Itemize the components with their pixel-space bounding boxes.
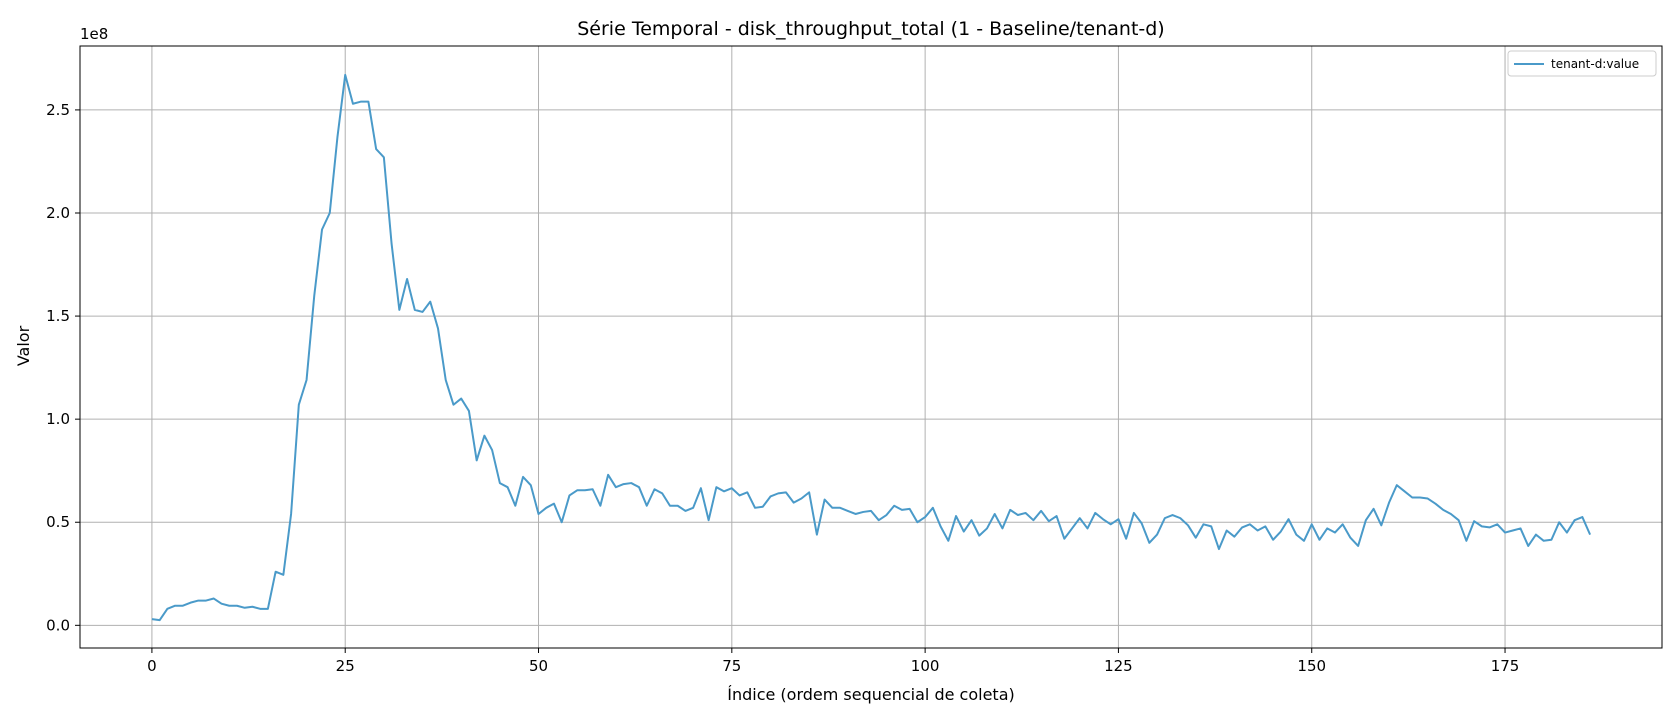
y-tick-label: 1.5	[46, 307, 70, 325]
x-tick-label: 75	[722, 657, 741, 675]
chart-title: Série Temporal - disk_throughput_total (…	[577, 18, 1164, 40]
x-tick-label: 125	[1104, 657, 1133, 675]
y-tick-label: 2.0	[46, 204, 70, 222]
x-tick-label: 50	[529, 657, 548, 675]
y-axis-label: Valor	[14, 325, 33, 366]
x-axis-label: Índice (ordem sequencial de coleta)	[727, 685, 1015, 704]
y-tick-label: 0.0	[46, 616, 70, 634]
y-tick-label: 1.0	[46, 410, 70, 428]
y-tick-label: 0.5	[46, 513, 70, 531]
y-tick-label: 2.5	[46, 101, 70, 119]
x-tick-label: 175	[1491, 657, 1520, 675]
legend: tenant-d:value	[1508, 51, 1656, 76]
x-tick-label: 150	[1297, 657, 1326, 675]
x-tick-label: 0	[147, 657, 157, 675]
x-tick-label: 25	[336, 657, 355, 675]
x-tick-label: 100	[911, 657, 940, 675]
y-offset-label: 1e8	[80, 25, 108, 43]
legend-entry-label: tenant-d:value	[1551, 57, 1639, 71]
